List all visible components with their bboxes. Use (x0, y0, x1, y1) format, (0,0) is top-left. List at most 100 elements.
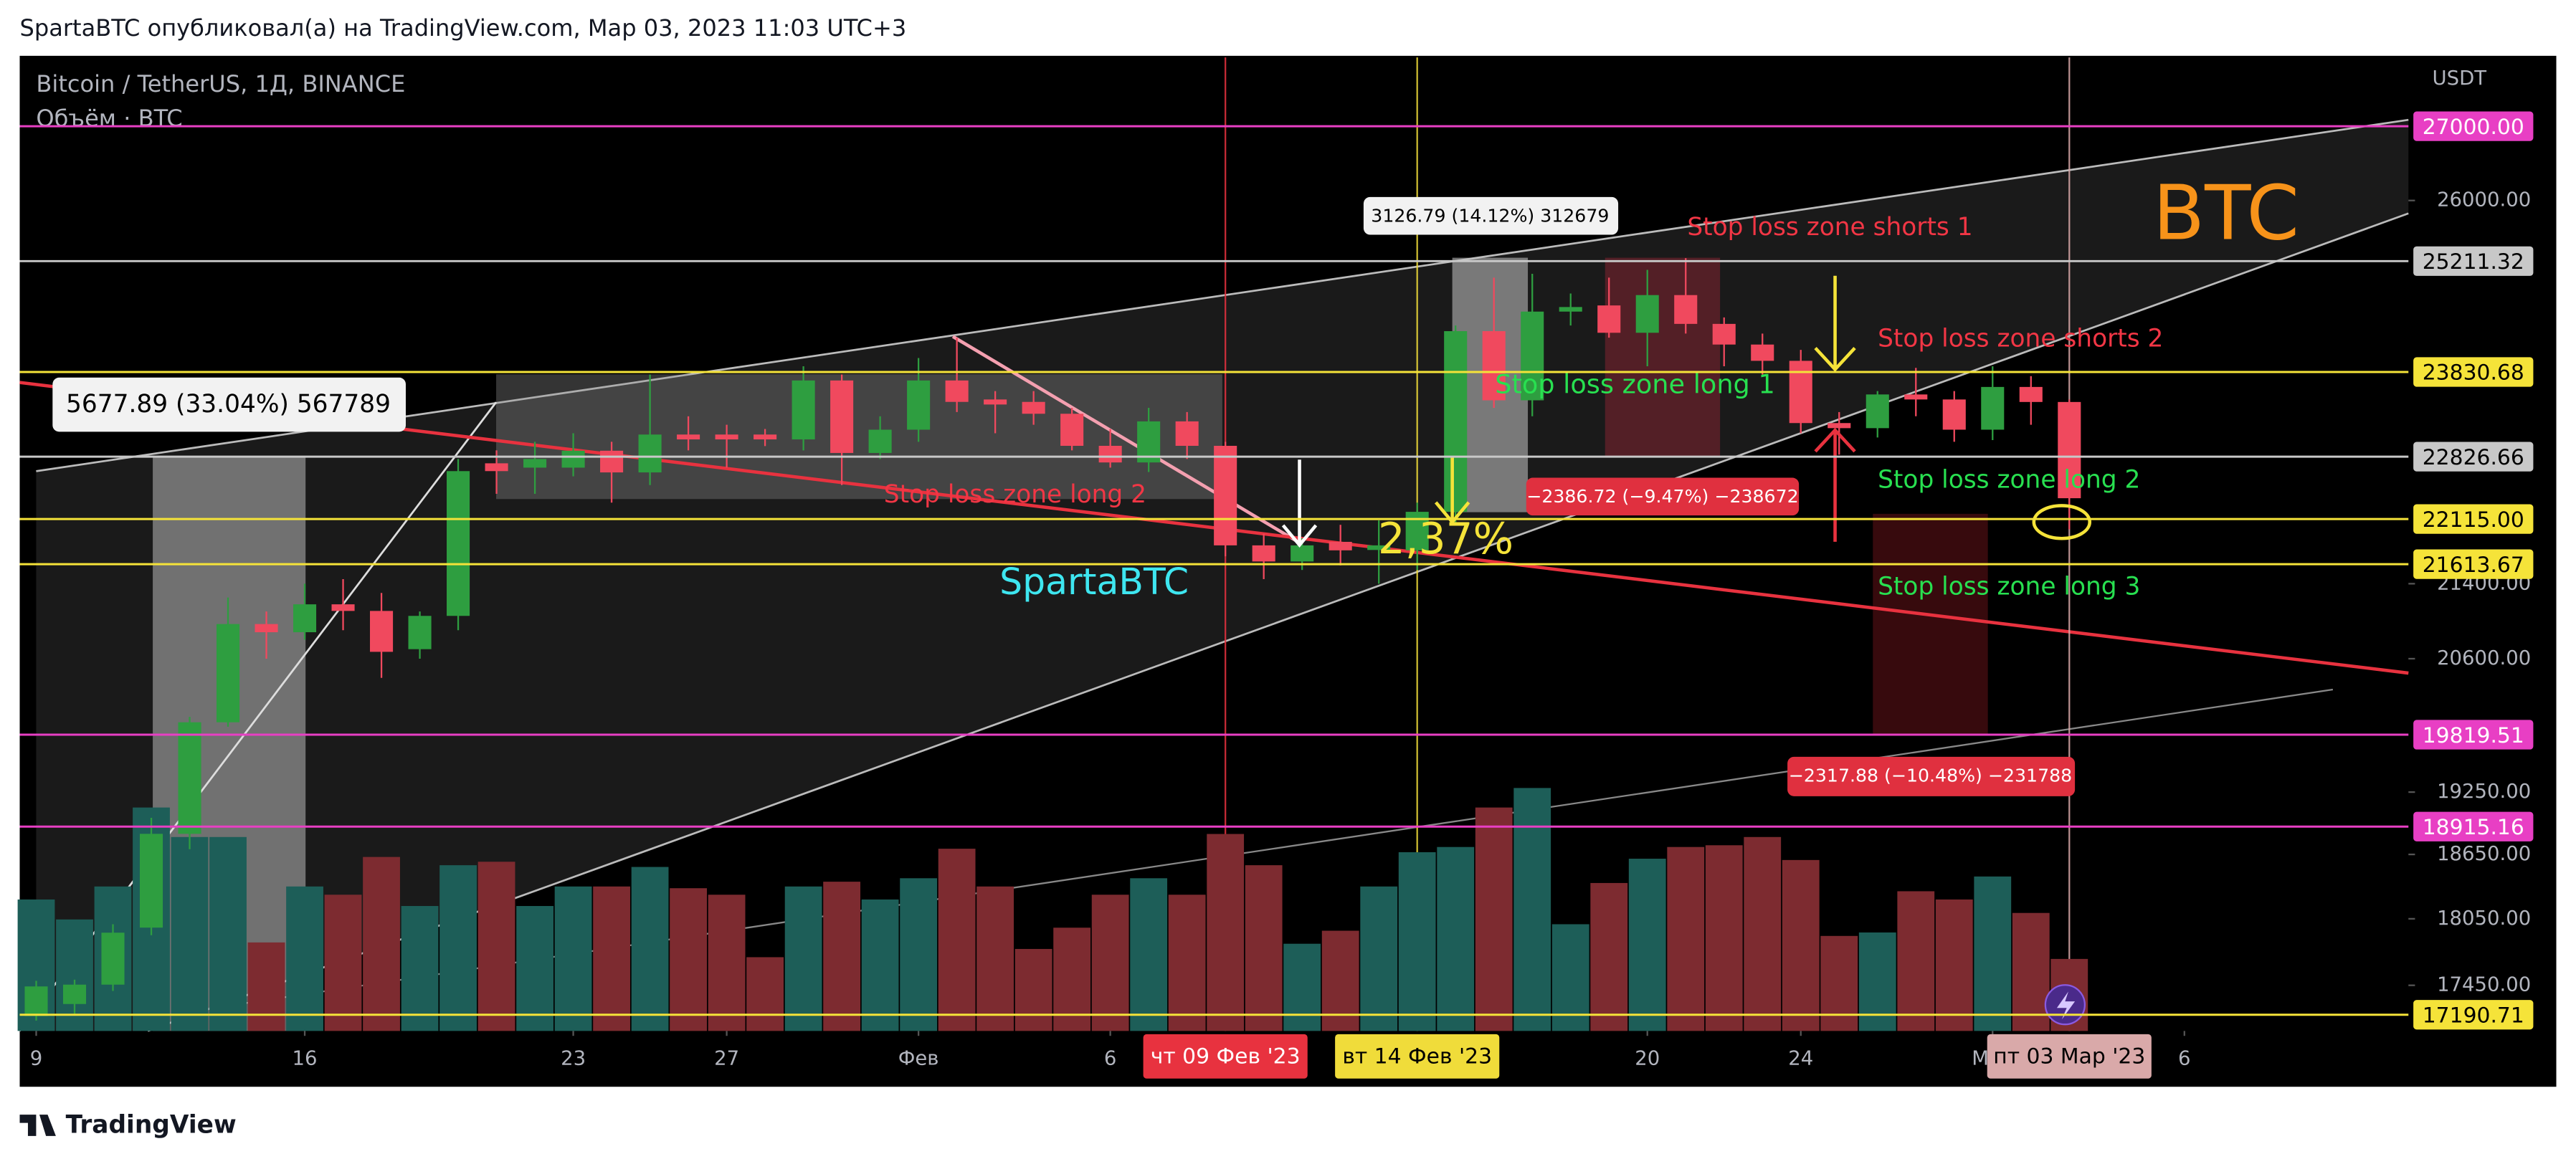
volume-bar (554, 886, 592, 1031)
price-label-box (2413, 549, 2534, 579)
volume-bar (171, 836, 209, 1031)
volume-bar (823, 882, 861, 1031)
arrows (1281, 275, 2092, 548)
volume-bar (1398, 852, 1436, 1031)
trend-line (951, 335, 1299, 543)
candle-body (638, 434, 662, 473)
volume-bar (1667, 846, 1705, 1031)
y-tick-label: 18050.00 (2437, 907, 2531, 930)
volume-bar (477, 862, 515, 1031)
volume-bar (1782, 859, 1820, 1031)
volume-bar (439, 865, 477, 1031)
x-tick-label: 9 (30, 1046, 43, 1069)
annotation: Stop loss zone shorts 1 (1687, 213, 1972, 242)
measure-label: −2317.88 (−10.48%) −231788 (1789, 765, 2072, 786)
volume-bar (1207, 834, 1245, 1031)
measure-label: −2386.72 (−9.47%) −238672 (1526, 486, 1798, 507)
measure-label: 5677.89 (33.04%) 567789 (66, 390, 391, 419)
candle-body (139, 834, 163, 928)
volume-bar (746, 957, 784, 1031)
price-label: 22115.00 (2423, 507, 2524, 533)
logo (19, 1115, 56, 1136)
candle-body (1828, 423, 1851, 429)
footer-logo: TradingView (19, 1111, 237, 1140)
candle-body (1098, 446, 1122, 463)
price-label: 18915.16 (2423, 815, 2524, 840)
annotation: Stop loss zone long 1 (1495, 369, 1775, 400)
x-tick-label: 23 (561, 1046, 586, 1069)
candle-body (523, 459, 547, 468)
candle-body (1712, 323, 1736, 345)
volume-bar (976, 886, 1014, 1031)
annotation: 2,37% (1378, 515, 1513, 564)
volume-bar (209, 836, 247, 1031)
volume-bar (2012, 912, 2050, 1031)
channel-fill (36, 120, 2409, 1031)
annotation: Stop loss zone long 2 (1878, 466, 2140, 495)
candle-body (754, 434, 777, 440)
measure-box (1363, 196, 1619, 235)
candle-body (830, 380, 854, 453)
x-tick-label: 6 (2178, 1046, 2191, 1069)
price-label-box (2413, 111, 2534, 141)
trend-line (36, 118, 2409, 472)
measure-label: 3126.79 (14.12%) 312679 (1371, 205, 1609, 226)
price-label: 21613.67 (2423, 553, 2524, 578)
y-tick-label: 18650.00 (2437, 842, 2531, 865)
date-label: чт 09 Фев '23 (1151, 1044, 1301, 1069)
x-tick-label: 24 (1788, 1046, 1813, 1069)
volume-bar (900, 878, 938, 1031)
annotation: BTC (2153, 168, 2299, 257)
candle-body (178, 722, 201, 834)
volume-bar (784, 886, 822, 1031)
price-label-box (2413, 504, 2534, 534)
candle-body (408, 616, 432, 649)
volume-bar (1974, 876, 2012, 1031)
candle-body (984, 399, 1007, 405)
candle-body (1214, 446, 1237, 545)
candle-body (1942, 399, 1966, 430)
candle-body (561, 450, 585, 468)
zone (496, 374, 1222, 500)
candle-body (600, 450, 624, 473)
volume-bar (1590, 882, 1628, 1031)
x-tick-label: 6 (1104, 1046, 1117, 1069)
volume-bar (516, 906, 553, 1031)
candle-body (62, 984, 87, 1004)
annotation: Stop loss zone long 2 (884, 480, 1146, 509)
candle-body (216, 624, 240, 722)
price-label: 25211.32 (2423, 249, 2524, 275)
measure-box (1787, 756, 2076, 796)
volume-bar (286, 886, 323, 1031)
price-label-box (2413, 720, 2534, 750)
trend-line (147, 212, 2409, 1032)
candle-body (2058, 401, 2081, 499)
candle-body (485, 463, 508, 472)
volume-bar (1628, 859, 1666, 1031)
candle-body (331, 604, 355, 611)
price-label-box (2413, 357, 2534, 387)
y-tick-label: 26000.00 (2437, 189, 2531, 211)
volume-bar (247, 942, 285, 1031)
date-label: пт 03 Мар '23 (1993, 1044, 2145, 1069)
candle-body (447, 471, 470, 616)
candle-body (1137, 421, 1161, 463)
price-label-box (2413, 811, 2534, 841)
candle-body (1367, 545, 1391, 550)
volume-bar (1321, 930, 1359, 1031)
volume-bar (1245, 865, 1283, 1031)
candle-body (868, 429, 892, 453)
stop-zone (1873, 513, 1988, 734)
volume-bar (1513, 788, 1551, 1031)
candle-body (1751, 344, 1774, 361)
candle-body (24, 986, 48, 1016)
x-tick-label: 27 (714, 1046, 739, 1069)
volume-bar (401, 906, 439, 1031)
volume-bar (1858, 932, 1896, 1031)
arrow (1434, 456, 1470, 525)
arrow (1814, 427, 1856, 542)
annotation: SpartaBTC (999, 561, 1189, 603)
volume-bar (708, 895, 746, 1031)
